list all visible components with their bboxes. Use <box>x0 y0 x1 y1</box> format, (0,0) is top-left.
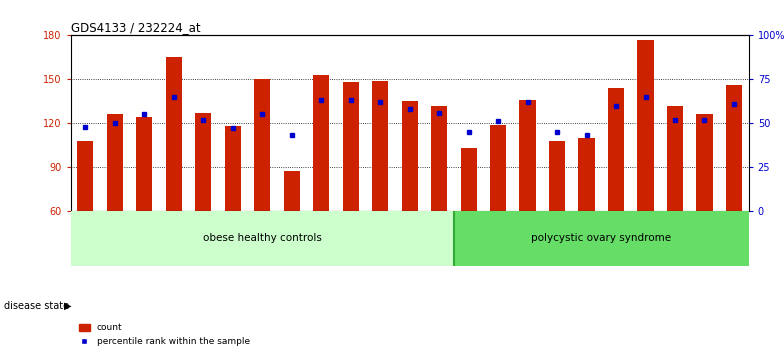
Bar <box>225 126 241 211</box>
Bar <box>71 211 454 266</box>
Bar <box>372 81 388 211</box>
Bar <box>313 75 329 211</box>
Bar <box>637 40 654 211</box>
Bar <box>136 117 152 211</box>
Text: disease state: disease state <box>4 301 69 311</box>
Bar <box>608 88 624 211</box>
Text: obese healthy controls: obese healthy controls <box>203 233 321 243</box>
Bar <box>726 85 742 211</box>
Bar <box>401 101 418 211</box>
Bar <box>77 141 93 211</box>
Bar <box>431 105 447 211</box>
Text: polycystic ovary syndrome: polycystic ovary syndrome <box>532 233 671 243</box>
Bar <box>490 125 506 211</box>
Bar <box>579 138 594 211</box>
Bar <box>520 100 535 211</box>
Bar <box>696 114 713 211</box>
Bar <box>460 148 477 211</box>
Text: GDS4133 / 232224_at: GDS4133 / 232224_at <box>71 21 200 34</box>
Bar <box>254 79 270 211</box>
Bar <box>667 105 683 211</box>
Bar <box>454 211 749 266</box>
Bar <box>107 114 123 211</box>
Bar <box>549 141 565 211</box>
Bar <box>343 82 359 211</box>
Bar <box>165 57 182 211</box>
Text: ▶: ▶ <box>64 301 72 311</box>
Bar <box>284 171 299 211</box>
Legend: count, percentile rank within the sample: count, percentile rank within the sample <box>75 320 253 349</box>
Bar <box>195 113 212 211</box>
